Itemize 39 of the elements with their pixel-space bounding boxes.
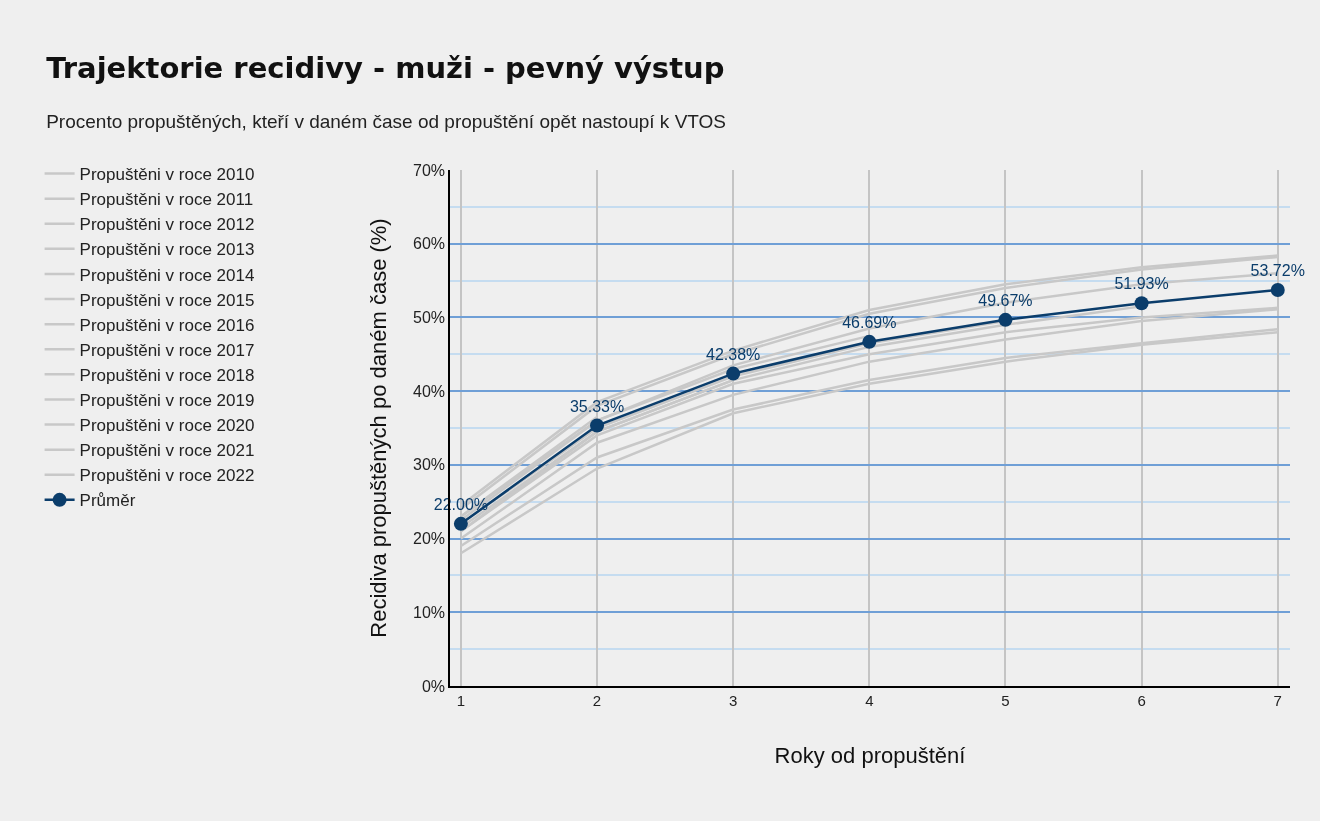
y-axis-title: Recidiva propuštěných po daném čase (%) [366, 218, 392, 638]
y-tick-label: 0% [421, 677, 446, 695]
data-label: 49.67% [978, 292, 1033, 310]
x-tick-label: 1 [456, 691, 466, 709]
legend-label: Propuštěni v roce 2014 [79, 265, 255, 285]
y-tick-label: 20% [413, 530, 446, 548]
legend-label: Propuštěni v roce 2020 [79, 416, 255, 436]
y-tick-label: 60% [413, 235, 446, 253]
legend-label: Propuštěni v roce 2010 [79, 165, 255, 185]
legend-label: Propuštěni v roce 2012 [79, 215, 255, 235]
y-tick-label: 40% [413, 382, 446, 400]
legend-label: Propuštěni v roce 2015 [79, 290, 255, 310]
legend-label: Průměr [79, 491, 136, 511]
y-tick-label: 70% [413, 161, 446, 179]
x-tick-label: 4 [865, 691, 874, 709]
data-label: 51.93% [1114, 275, 1169, 293]
x-tick-label: 3 [729, 691, 738, 709]
legend-label: Propuštěni v roce 2021 [79, 441, 255, 461]
x-axis-title: Roky od propuštění [774, 743, 966, 769]
y-tick-label: 30% [413, 456, 446, 474]
legend-label: Propuštěni v roce 2017 [79, 340, 255, 360]
x-tick-label: 7 [1273, 691, 1282, 709]
legend-label: Propuštěni v roce 2011 [79, 190, 254, 210]
legend-label: Propuštěni v roce 2022 [79, 466, 255, 486]
data-label: 46.69% [842, 314, 897, 332]
x-tick-label: 5 [1001, 691, 1010, 709]
y-tick-label: 10% [413, 603, 446, 621]
legend-label: Propuštěni v roce 2013 [79, 240, 255, 260]
chart-title: Trajektorie recidivy - muži - pevný výstup [46, 50, 725, 85]
legend-label: Propuštěni v roce 2016 [79, 315, 255, 335]
legend-label: Propuštěni v roce 2018 [79, 365, 255, 385]
data-label: 42.38% [706, 345, 761, 363]
y-tick-label: 50% [413, 309, 446, 327]
x-tick-label: 6 [1137, 691, 1146, 709]
legend-label: Propuštěni v roce 2019 [79, 391, 255, 411]
data-label: 35.33% [569, 397, 625, 415]
chart-subtitle: Procento propuštěných, kteří v daném čase od propuštění opět nastoupí k VTOS [46, 111, 727, 133]
data-label: 53.72% [1250, 262, 1305, 280]
x-tick-label: 2 [592, 691, 602, 709]
